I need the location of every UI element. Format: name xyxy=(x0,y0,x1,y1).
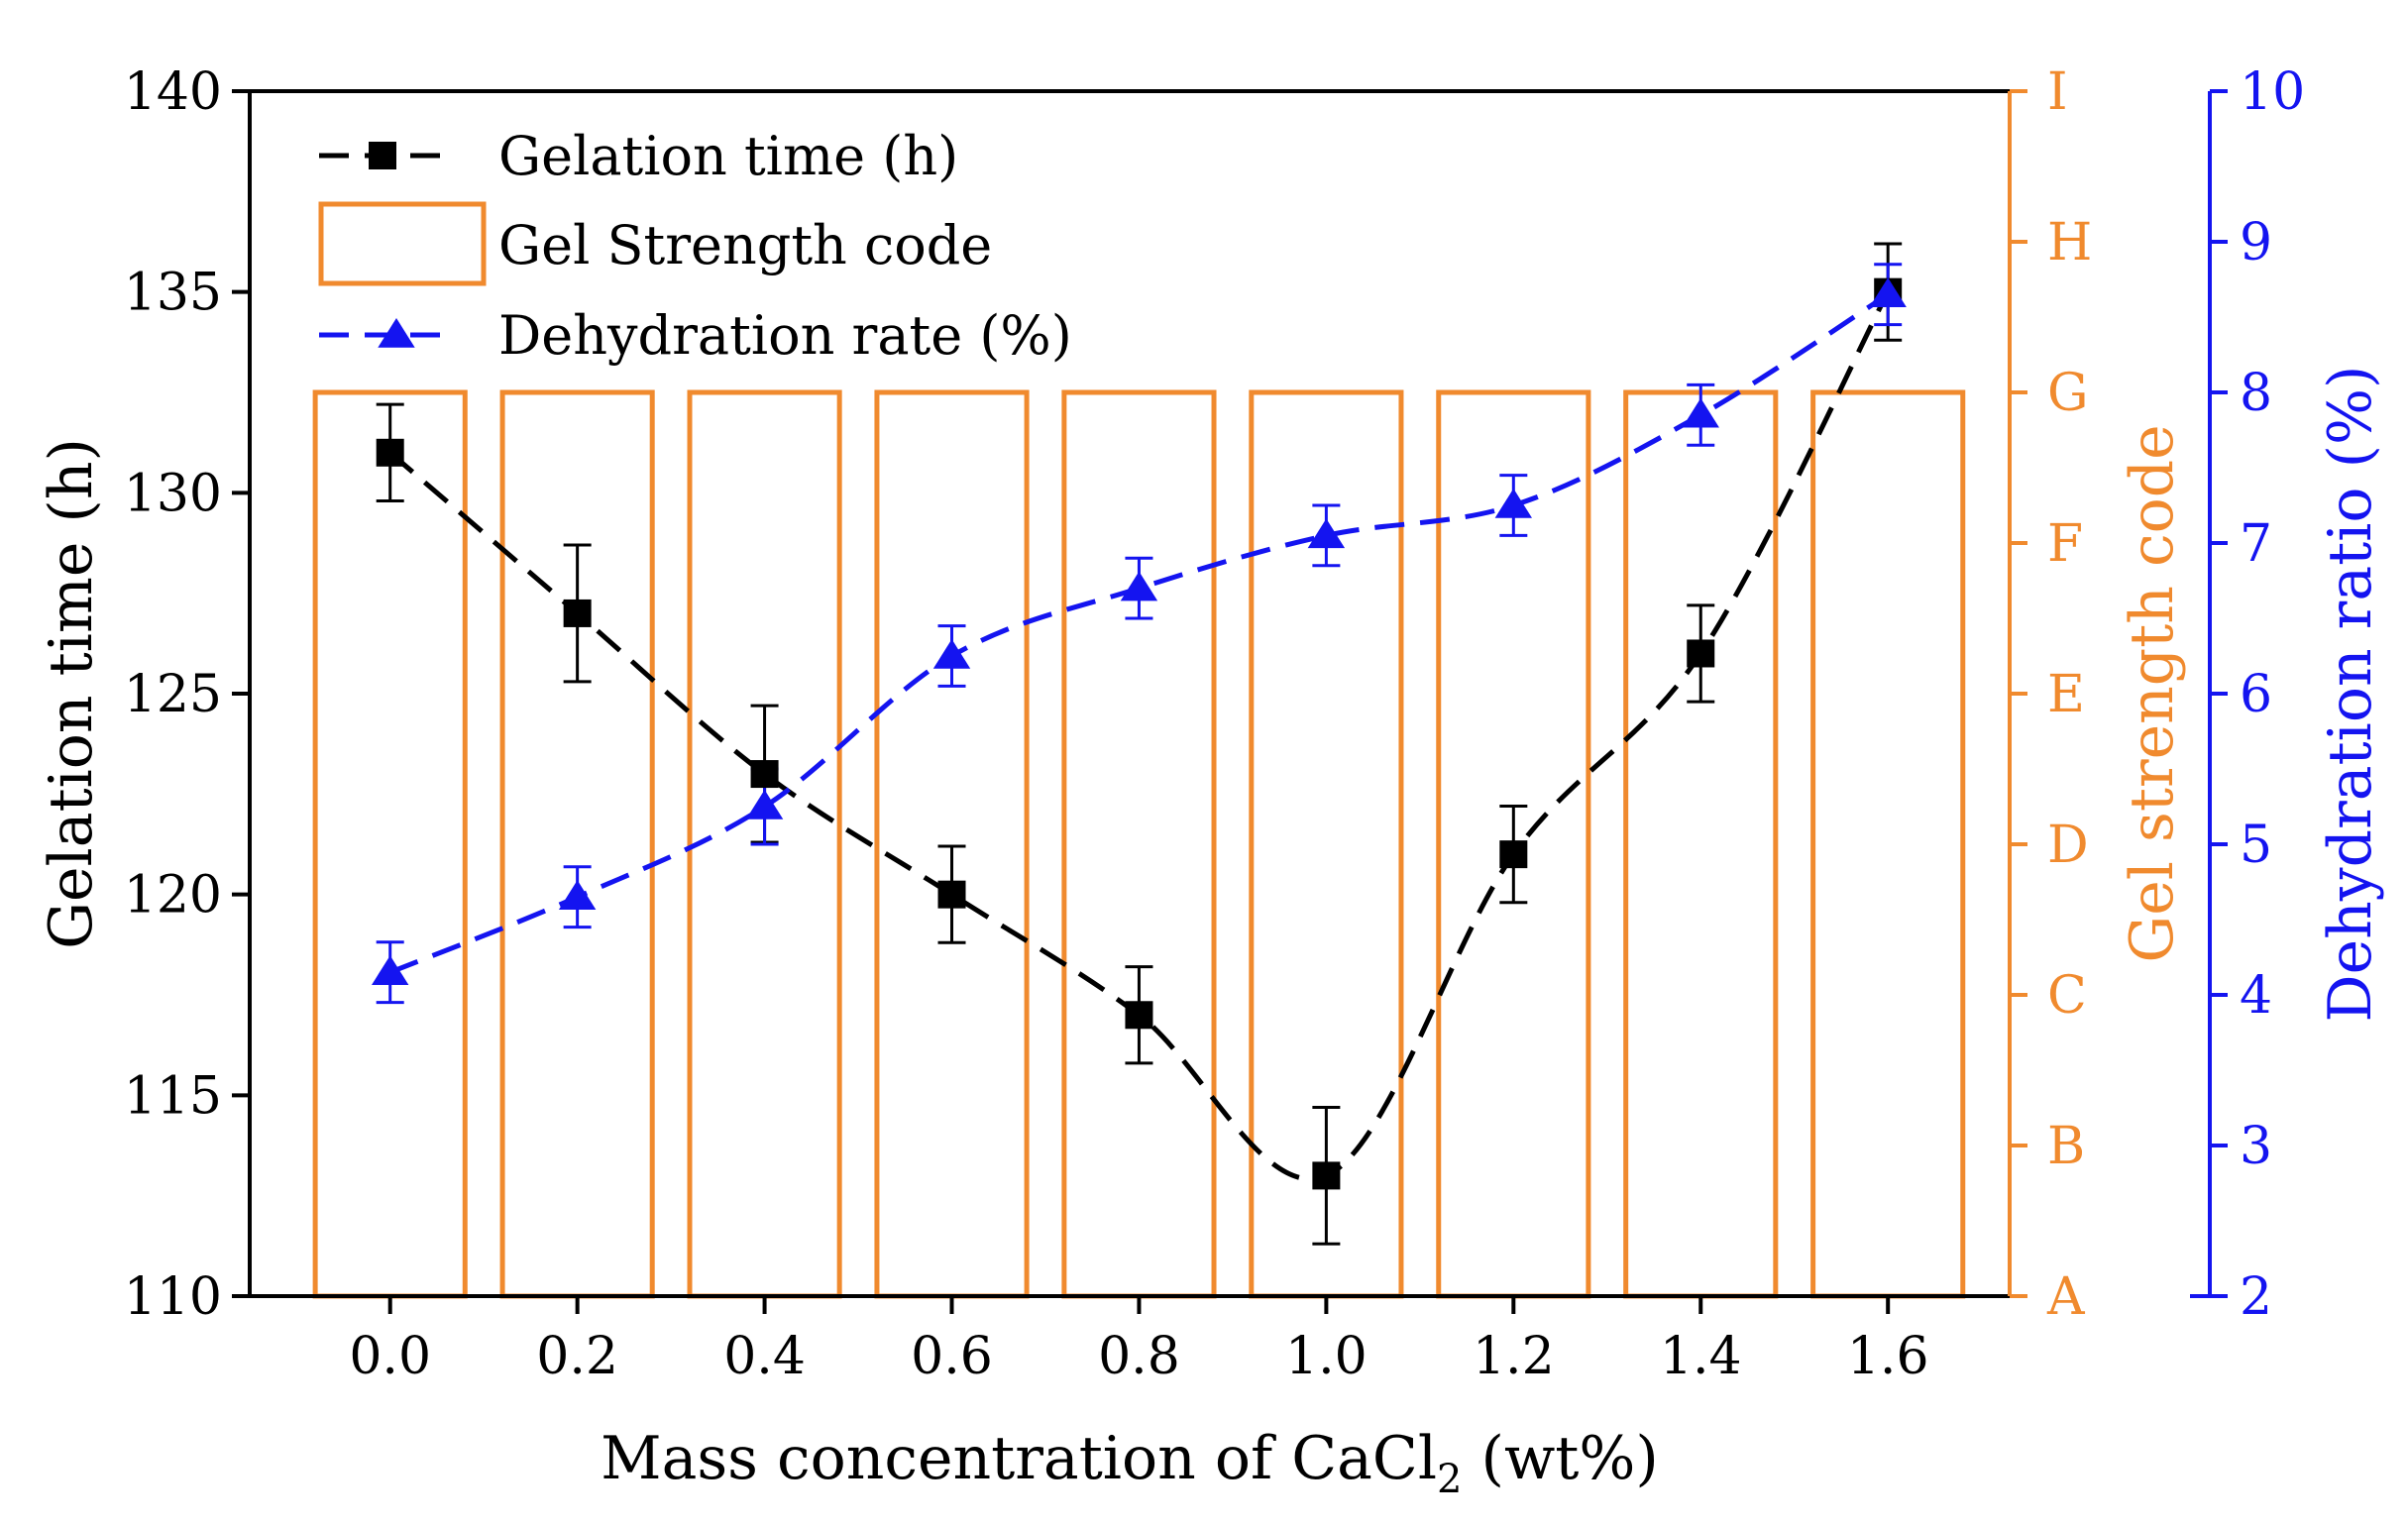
legend-gelation-marker xyxy=(369,142,396,169)
dehydration-point-8 xyxy=(1869,277,1907,307)
y-left-tick-label: 110 xyxy=(124,1267,222,1327)
gelation-point-2 xyxy=(750,760,779,789)
x-tick-label: 0.8 xyxy=(1098,1327,1180,1386)
gelation-point-6 xyxy=(1499,840,1528,869)
legend-dehydration-label: Dehydration rate (%) xyxy=(498,304,1072,367)
x-tick-label: 0.2 xyxy=(536,1327,618,1386)
x-tick-label: 1.4 xyxy=(1660,1327,1742,1386)
dehydration-point-4 xyxy=(1120,571,1158,601)
dehydration-curve xyxy=(388,292,1890,975)
dehydration-point-0 xyxy=(372,955,409,985)
gelation-point-3 xyxy=(937,880,966,909)
x-axis-title-main: Mass concentration of CaCl xyxy=(601,1424,1437,1493)
gelation-point-0 xyxy=(376,438,404,467)
gelation-time-line xyxy=(388,290,1891,1182)
x-tick-label: 0.6 xyxy=(911,1327,993,1386)
gel-strength-bars xyxy=(312,389,1966,1299)
legend-gel-strength-box xyxy=(318,201,487,286)
y-right-dehydration-title: Dehydration ratio (%) xyxy=(2316,366,2385,1023)
y-right-dehy-tick-label: 7 xyxy=(2240,514,2272,574)
dehydration-error-bars xyxy=(376,263,1903,1005)
y-right-gel-tick-label: H xyxy=(2047,213,2092,273)
y-left-tick-label: 140 xyxy=(124,62,222,122)
legend-gelation-label: Gelation time (h) xyxy=(498,125,958,187)
y-right-gel-tick-label: A xyxy=(2046,1267,2086,1327)
y-right-dehy-tick-label: 3 xyxy=(2240,1117,2272,1176)
axes: 0.0 0.2 0.4 0.6 0.8 1.0 1.2 1.4 1.6 110 115 120 125 1… xyxy=(124,62,2305,1386)
x-tick-label: 0.0 xyxy=(349,1327,431,1386)
y-left-tick-label: 130 xyxy=(124,464,222,523)
y-left-tick-label: 135 xyxy=(124,264,222,323)
gel-strength-bar-1 xyxy=(499,389,655,1299)
y-right-gel-tick-label: I xyxy=(2047,62,2068,122)
y-left-axis-title: Gelation time (h) xyxy=(37,438,106,949)
x-tick-label: 1.0 xyxy=(1285,1327,1368,1386)
dehydration-point-3 xyxy=(932,639,971,669)
x-axis-title-suffix: (wt%) xyxy=(1462,1424,1658,1493)
dehydration-point-7 xyxy=(1682,397,1719,428)
gelation-point-7 xyxy=(1687,639,1715,668)
gelation-time-curve xyxy=(388,290,1891,1182)
y-right-dehy-tick-label: 8 xyxy=(2240,364,2272,423)
gel-strength-bar-7 xyxy=(1623,389,1779,1299)
y-right-gel-tick-label: F xyxy=(2047,514,2083,574)
y-right-gel-tick-label: D xyxy=(2047,816,2089,875)
dehydration-point-6 xyxy=(1494,489,1533,518)
gelation-point-1 xyxy=(563,599,592,627)
y-right-gel-tick-label: G xyxy=(2047,364,2089,423)
y-right-dehy-tick-label: 5 xyxy=(2240,816,2272,875)
dehydration-point-5 xyxy=(1307,518,1346,549)
legend-dehydration-marker xyxy=(378,318,415,348)
y-right-gel-tick-label: B xyxy=(2047,1117,2085,1176)
dehydration-line xyxy=(388,292,1890,975)
dehydration-markers xyxy=(372,277,1907,985)
gel-strength-bar-3 xyxy=(874,389,1030,1299)
y-right-gel-tick-label: E xyxy=(2047,665,2085,724)
x-tick-label: 1.2 xyxy=(1473,1327,1555,1386)
gel-strength-bar-0 xyxy=(312,389,468,1299)
legend: Gelation time (h) Gel Strength code Dehy… xyxy=(318,125,1072,367)
y-right-dehy-tick-label: 6 xyxy=(2240,665,2272,724)
y-left-tick-label: 125 xyxy=(124,665,222,724)
y-right-dehy-tick-label: 10 xyxy=(2240,62,2305,122)
gel-strength-bar-4 xyxy=(1061,389,1217,1299)
axis-titles: Mass concentration of CaCl2 (wt%) Gelati… xyxy=(37,366,2385,1502)
x-tick-label: 1.6 xyxy=(1847,1327,1929,1386)
dehydration-point-2 xyxy=(745,790,784,819)
y-left-tick-label: 120 xyxy=(124,866,222,926)
y-right-dehy-tick-label: 2 xyxy=(2240,1267,2272,1327)
y-left-tick-label: 115 xyxy=(124,1066,222,1126)
gel-strength-bar-8 xyxy=(1810,389,1966,1299)
gelation-point-4 xyxy=(1125,1001,1153,1030)
y-right-dehy-tick-label: 4 xyxy=(2240,966,2272,1026)
gelation-point-5 xyxy=(1312,1161,1341,1190)
y-right-gel-strength-title: Gel strength code xyxy=(2118,424,2187,962)
y-right-dehy-tick-label: 9 xyxy=(2240,213,2272,273)
dehydration-point-1 xyxy=(558,880,597,910)
y-right-gel-tick-label: C xyxy=(2047,966,2087,1026)
x-axis-title: Mass concentration of CaCl2 (wt%) xyxy=(601,1424,1659,1502)
x-tick-label: 0.4 xyxy=(723,1327,806,1386)
legend-gel-strength-label: Gel Strength code xyxy=(498,214,992,276)
x-axis-title-subscript: 2 xyxy=(1437,1457,1462,1502)
